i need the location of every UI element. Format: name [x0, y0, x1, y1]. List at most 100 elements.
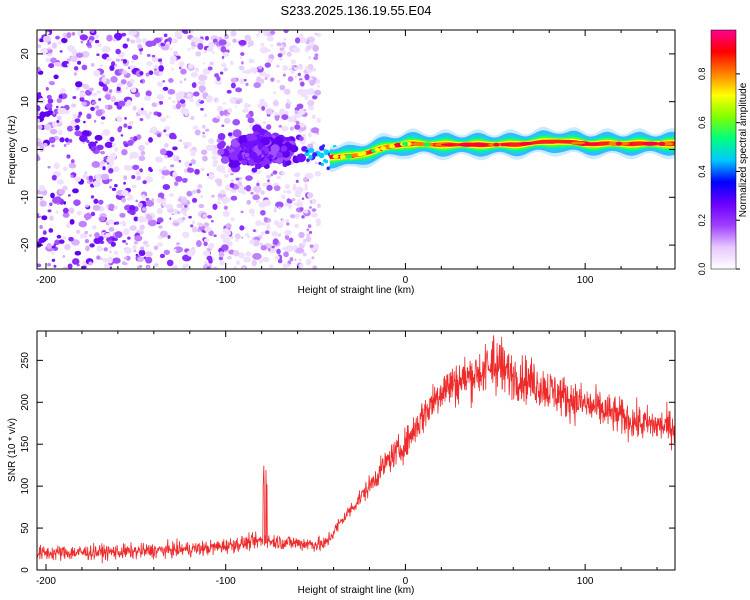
snr-y-tick-label: 250: [20, 352, 31, 369]
heatmap-cell: [81, 101, 87, 106]
heatmap-y-tick-label: -20: [20, 237, 31, 252]
heatmap-cell: [67, 45, 75, 52]
heatmap-cell: [241, 61, 244, 65]
heatmap-cell: [307, 105, 315, 111]
heatmap-cell: [64, 243, 71, 251]
heatmap-cell: [266, 225, 271, 230]
heatmap-cell: [123, 143, 129, 148]
heatmap-cell: [66, 156, 70, 159]
heatmap-cell: [91, 62, 95, 67]
heatmap-cell: [198, 85, 206, 92]
heatmap-cell: [81, 50, 90, 58]
heatmap-cell: [217, 115, 221, 120]
heatmap-y-axis-label: Frequency (Hz): [7, 116, 18, 185]
heatmap-cell: [59, 137, 65, 143]
heatmap-cell: [165, 115, 170, 119]
heatmap-cell: [259, 78, 265, 84]
snr-y-tick-label: 50: [20, 522, 31, 534]
heatmap-cell: [218, 39, 227, 46]
heatmap-cell: [88, 234, 92, 238]
heatmap-cell: [73, 72, 77, 76]
heatmap-cell: [235, 100, 241, 105]
heatmap-cell: [93, 237, 102, 245]
heatmap-cell: [51, 174, 57, 181]
heatmap-cell: [208, 258, 213, 264]
heatmap-cell: [305, 149, 309, 153]
heatmap-cell: [42, 230, 47, 235]
heatmap-cell: [219, 71, 224, 75]
heatmap-cell: [134, 235, 143, 242]
heatmap-cell: [316, 222, 321, 227]
heatmap-cell: [230, 82, 236, 89]
heatmap-cell: [79, 91, 86, 98]
heatmap-cell: [244, 153, 250, 158]
heatmap-cell: [270, 44, 274, 47]
heatmap-cell: [212, 117, 220, 123]
heatmap-cell: [273, 209, 277, 213]
heatmap-cell: [197, 99, 202, 102]
heatmap-cell: [145, 72, 150, 77]
heatmap-cell: [276, 151, 283, 159]
heatmap-cell: [303, 108, 307, 112]
heatmap-cell: [301, 215, 305, 219]
heatmap-cell: [262, 199, 272, 207]
heatmap-cell: [109, 266, 113, 269]
heatmap-cell: [220, 45, 227, 53]
heatmap-cell: [94, 232, 100, 239]
heatmap-cell: [146, 214, 150, 218]
snr-y-ticks: 0 50 100 150 200 250: [20, 352, 675, 573]
heatmap-cell: [93, 69, 101, 77]
heatmap-cell: [200, 195, 204, 199]
heatmap-cell: [45, 86, 49, 91]
heatmap-cell: [283, 30, 289, 34]
heatmap-cell: [109, 65, 115, 72]
heatmap-cell: [208, 242, 215, 249]
snr-x-tick-label: -100: [216, 576, 236, 587]
heatmap-cell: [294, 110, 299, 115]
heatmap-cell: [75, 87, 80, 91]
heatmap-cell: [198, 203, 205, 209]
heatmap-cell: [227, 255, 232, 260]
heatmap-cell: [273, 220, 279, 226]
heatmap-cell: [157, 208, 161, 213]
heatmap-cell: [238, 252, 245, 259]
heatmap-cell: [274, 115, 280, 121]
heatmap-cell: [277, 157, 284, 163]
heatmap-cell: [303, 177, 308, 183]
heatmap-cell: [291, 65, 295, 69]
heatmap-cell: [90, 211, 96, 217]
heatmap-cell: [252, 194, 260, 201]
heatmap-x-tick-label: 0: [403, 275, 409, 286]
heatmap-cell: [323, 149, 328, 153]
heatmap-cell: [112, 257, 121, 264]
heatmap-cell: [52, 121, 58, 128]
heatmap-cell: [100, 160, 105, 165]
heatmap-cell: [121, 220, 126, 226]
heatmap-cell: [128, 30, 137, 36]
heatmap-cell: [86, 113, 92, 120]
heatmap-cell: [112, 166, 120, 173]
heatmap-cell: [272, 238, 279, 245]
heatmap-tone-blob: [339, 154, 346, 159]
heatmap-cell: [270, 149, 278, 156]
heatmap-cell: [204, 226, 212, 233]
colorbar-label: Normalized spectral amplitude: [738, 82, 749, 217]
heatmap-cell: [179, 139, 183, 142]
heatmap-cell: [227, 132, 233, 137]
heatmap-cell: [197, 43, 204, 50]
heatmap-cell: [66, 125, 74, 132]
heatmap-cell: [304, 187, 308, 191]
heatmap-cell: [210, 219, 214, 223]
snr-x-axis-label: Height of straight line (km): [298, 585, 415, 596]
heatmap-cell: [69, 219, 75, 225]
heatmap-cell: [70, 103, 77, 108]
heatmap-cell: [190, 72, 198, 78]
heatmap-cell: [171, 154, 177, 159]
colorbar-tick-label: 0.2: [697, 214, 707, 227]
heatmap-cell: [234, 233, 241, 240]
heatmap-cell: [284, 183, 291, 190]
heatmap-cell: [122, 43, 129, 49]
heatmap-cell: [197, 184, 203, 189]
heatmap-cell: [103, 247, 108, 252]
heatmap-cell: [212, 149, 218, 155]
